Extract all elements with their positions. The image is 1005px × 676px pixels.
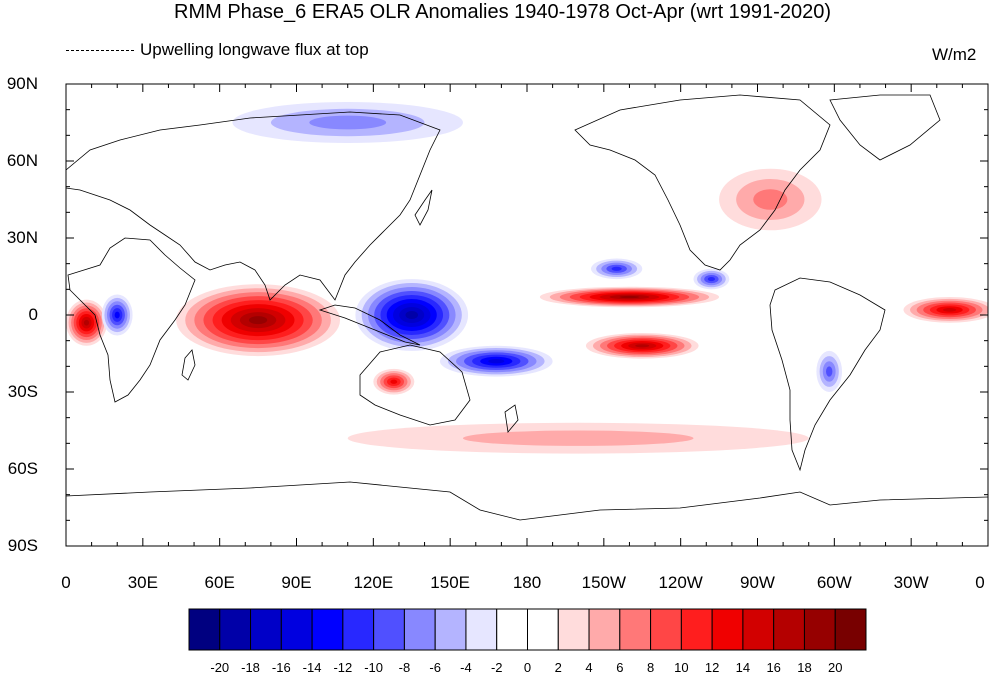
colorbar-label: -10 xyxy=(364,660,384,675)
region-central-america-negative xyxy=(693,268,730,290)
coast-australia xyxy=(359,344,471,426)
x-tick-label: 0 xyxy=(61,573,71,592)
colorbar-label: -14 xyxy=(302,660,322,675)
colorbar-label: -20 xyxy=(210,660,230,675)
colorbar-label: 20 xyxy=(827,660,843,675)
dashed-line-icon xyxy=(66,50,134,52)
region-indian-ocean-positive xyxy=(176,284,341,357)
colorbar-label: -18 xyxy=(241,660,260,675)
colorbar-label: -6 xyxy=(429,660,441,675)
coast-africa xyxy=(67,237,196,403)
contour-band xyxy=(942,308,957,312)
coast-madagascar xyxy=(181,349,196,381)
contour-band xyxy=(707,277,715,282)
contour-band xyxy=(635,344,650,348)
x-tick-label: 150E xyxy=(430,573,470,592)
units-label: W/m2 xyxy=(932,45,977,64)
colorbar-label: 10 xyxy=(674,660,689,675)
coast-japan xyxy=(414,189,433,226)
contour-band xyxy=(753,189,788,210)
map-plot-area xyxy=(66,84,988,546)
region-maritime-continent-negative xyxy=(355,279,469,351)
y-tick-label: 90S xyxy=(7,536,38,555)
region-south-america-negative xyxy=(816,350,843,392)
colorbar-label: -12 xyxy=(333,660,353,675)
contour-band xyxy=(390,379,398,384)
contour-band xyxy=(462,430,694,446)
colorbar-label: -4 xyxy=(460,660,472,675)
coast-eurasia xyxy=(66,111,441,301)
colorbar-label: -2 xyxy=(490,660,503,675)
contour-band xyxy=(488,359,505,364)
x-tick-label: 120W xyxy=(658,573,703,592)
region-subtropical-pacific-positive xyxy=(585,332,699,359)
contour-band xyxy=(619,295,640,299)
x-tick-label: 120E xyxy=(353,573,394,592)
y-tick-label: 60S xyxy=(7,459,38,478)
colorbar-label: 8 xyxy=(646,660,655,675)
region-atlantic-positive xyxy=(903,297,988,323)
coast-south-america xyxy=(769,277,886,472)
coast-greenland xyxy=(829,94,941,161)
x-tick-label: 150W xyxy=(581,573,627,592)
colorbar-label: 2 xyxy=(554,660,562,675)
y-tick-label: 0 xyxy=(28,305,38,324)
coast-indonesia xyxy=(318,304,421,346)
chart-title: RMM Phase_6 ERA5 OLR Anomalies 1940-1978… xyxy=(174,1,831,23)
colorbar-label: 4 xyxy=(585,660,593,675)
x-tick-label: 90E xyxy=(281,573,312,592)
colorbar-label: 6 xyxy=(616,660,624,675)
contour-band xyxy=(83,319,90,326)
contour-band xyxy=(611,266,622,271)
anomaly-regions xyxy=(66,101,988,454)
colorbar-label: 16 xyxy=(766,660,781,675)
colorbar-label: 0 xyxy=(523,660,532,675)
colorbar-label: 14 xyxy=(735,660,751,675)
contour-band xyxy=(309,115,387,130)
x-tick-label: 30W xyxy=(893,573,929,592)
coast-north-america xyxy=(574,94,831,271)
region-spcz-negative xyxy=(439,345,553,377)
region-north-america-positive xyxy=(719,168,822,231)
coast-antarctica xyxy=(66,481,988,521)
colorbar-label: -8 xyxy=(398,660,411,675)
contour-band xyxy=(826,366,833,377)
region-east-pacific-positive xyxy=(539,286,720,308)
y-tick-label: 90N xyxy=(6,74,38,93)
x-tick-label: 90W xyxy=(740,573,775,592)
x-tick-label: 180 xyxy=(512,573,542,592)
region-arctic-negative xyxy=(232,101,463,144)
colorbar-label: -16 xyxy=(271,660,291,675)
coast-new-zealand xyxy=(504,404,519,433)
coastlines xyxy=(66,94,988,521)
colorbar-label: 12 xyxy=(704,660,720,675)
region-central-africa-positive xyxy=(66,299,107,346)
colorbar-label: 18 xyxy=(797,660,812,675)
region-australia-positive xyxy=(373,368,415,395)
contour-band xyxy=(405,311,419,319)
region-north-pacific-negative xyxy=(591,258,643,280)
contour-band xyxy=(114,311,120,319)
y-tick-label: 30S xyxy=(7,382,38,401)
y-tick-label: 30N xyxy=(6,228,38,247)
axis-ticks xyxy=(65,83,989,547)
x-tick-label: 30E xyxy=(127,573,158,592)
variable-label-text: Upwelling longwave flux at top xyxy=(140,40,369,59)
x-tick-label: 60E xyxy=(204,573,235,592)
y-tick-label: 60N xyxy=(6,151,38,170)
contour-band xyxy=(248,316,268,325)
variable-label: Upwelling longwave flux at top xyxy=(66,40,369,60)
x-tick-label: 60W xyxy=(816,573,852,592)
region-southern-ocean-positive xyxy=(347,422,809,454)
region-east-africa-negative xyxy=(101,294,133,336)
x-tick-label: 0 xyxy=(975,573,985,592)
